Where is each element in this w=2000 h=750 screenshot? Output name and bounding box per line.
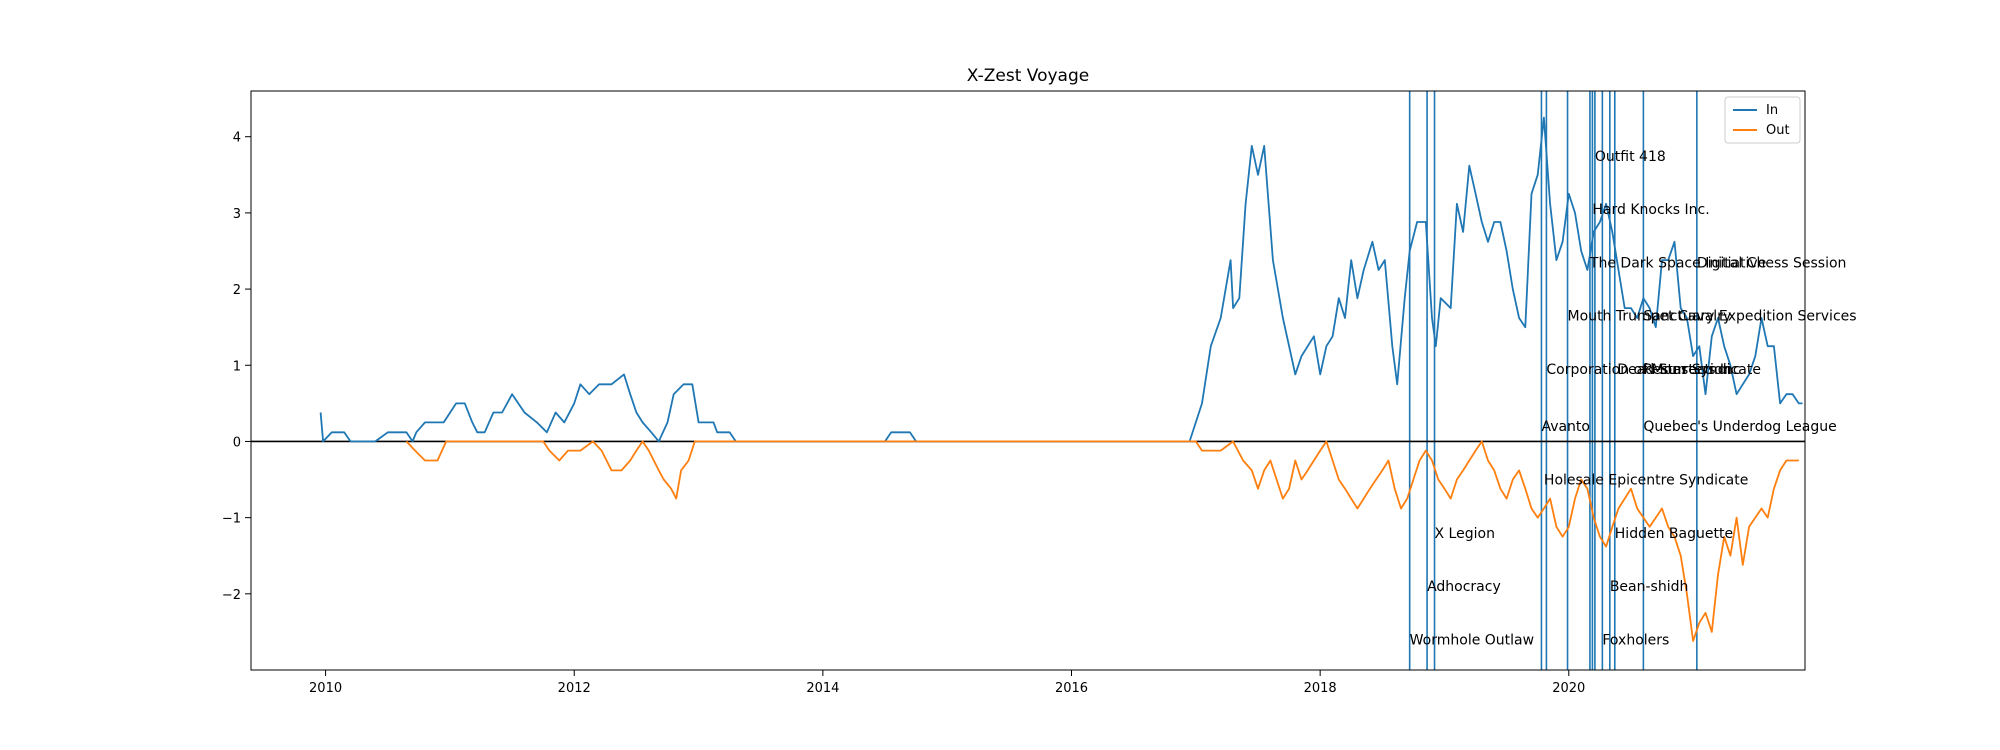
event-label-10: Bean-shidh — [1610, 579, 1689, 595]
event-label-15: Resurrection — [1643, 362, 1731, 378]
y-tick-label-1: −1 — [222, 512, 241, 527]
legend-label-out: Out — [1766, 123, 1790, 138]
event-label-8: Outfit 418 — [1595, 149, 1666, 165]
x-tick-label-0: 2010 — [309, 681, 342, 696]
y-tick-label-2: 0 — [233, 435, 241, 450]
event-label-3: Avanto — [1541, 419, 1590, 435]
x-tick-label-3: 2016 — [1055, 681, 1088, 696]
plot-area: Wormhole Outlaw Adhocracy X Legion Avanto Co… — [222, 90, 1857, 696]
event-label-11: Hidden Baguette — [1615, 526, 1733, 542]
series-line-out — [405, 440, 1799, 642]
y-tick-label-5: 3 — [233, 207, 241, 222]
event-label-17: Digital Chess Session — [1697, 255, 1847, 271]
event-label-13: Quebec's Underdog League — [1643, 419, 1836, 435]
event-label-4: Corporation of Monsters Inc — [1546, 362, 1740, 378]
y-tick-label-6: 4 — [233, 131, 241, 146]
x-tick-label-2: 2014 — [806, 681, 839, 696]
legend-box — [1724, 96, 1801, 144]
event-label-6: The Dark Space Initiative — [1589, 255, 1766, 271]
event-label-16: Sanctuary Expedition Services — [1643, 309, 1856, 325]
event-label-2: X Legion — [1435, 526, 1495, 542]
legend: In Out — [1724, 96, 1801, 144]
x-tick-label-4: 2018 — [1304, 681, 1337, 696]
y-tick-label-3: 1 — [233, 359, 241, 374]
x-tick-label-1: 2012 — [558, 681, 591, 696]
event-label-9: Foxholers — [1602, 633, 1669, 649]
y-tick-label-4: 2 — [233, 283, 241, 298]
event-label-7: Hard Knocks Inc. — [1592, 202, 1709, 218]
event-label-14: Dead Star Syndicate — [1617, 362, 1761, 378]
event-label-5: Mouth Trumpet Cavalry — [1568, 309, 1732, 325]
event-label-0: Wormhole Outlaw — [1410, 633, 1534, 649]
x-tick-label-5: 2020 — [1552, 681, 1585, 696]
legend-label-in: In — [1766, 103, 1778, 118]
event-label-1: Adhocracy — [1427, 579, 1501, 595]
plot-frame — [250, 90, 1806, 671]
event-label-12: Holesale Epicentre Syndicate — [1544, 473, 1748, 489]
y-tick-label-0: −2 — [222, 588, 241, 603]
series-line-in — [319, 116, 1803, 443]
chart-title: X-Zest Voyage — [967, 66, 1089, 86]
